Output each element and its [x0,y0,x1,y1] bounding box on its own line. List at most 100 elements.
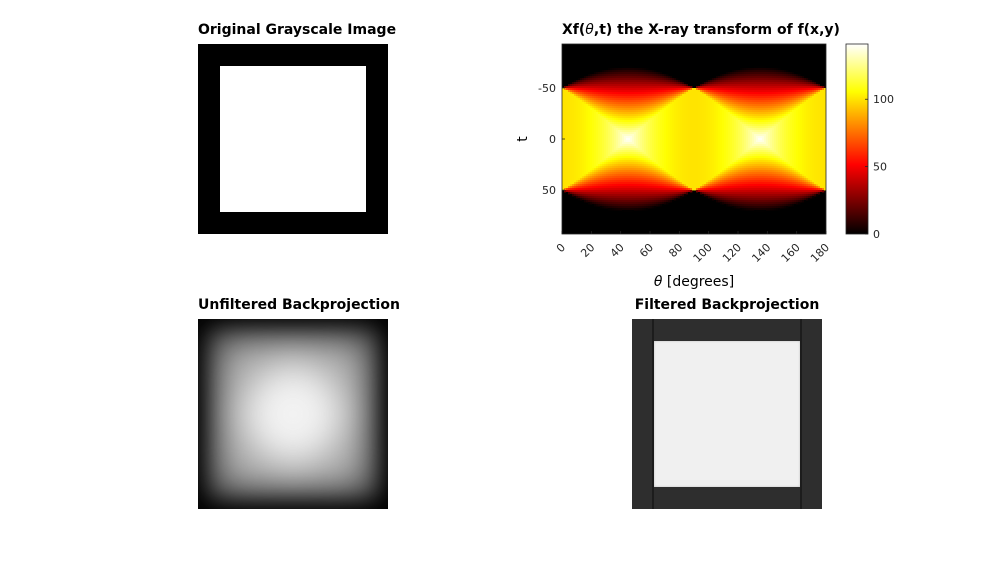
heatmap-cell [616,162,619,165]
heatmap-cell [604,186,607,189]
heatmap-cell [648,92,651,95]
heatmap-cell [604,158,607,161]
heatmap-cell [634,90,637,93]
heatmap-cell [662,150,665,153]
heatmap-cell [642,192,645,195]
heatmap-cell [688,98,691,101]
heatmap-cell [598,164,601,167]
heatmap-cell [620,90,623,93]
heatmap-cell [608,150,611,153]
heatmap-cell [652,190,655,193]
heatmap-cell [698,90,701,93]
heatmap-cell [576,90,579,93]
heatmap-cell [584,140,587,143]
heatmap-cell [670,106,673,109]
heatmap-cell [584,176,587,179]
heatmap-cell [716,126,719,129]
heatmap-cell [570,82,573,85]
heatmap-cell [668,192,671,195]
heatmap-cell [610,190,613,193]
heatmap-cell [696,120,699,123]
heatmap-cell [606,128,609,131]
heatmap-cell [690,164,693,167]
heatmap-cell [620,180,623,183]
heatmap-cell [698,106,701,109]
heatmap-cell [678,128,681,131]
heatmap-cell [712,196,715,199]
heatmap-cell [616,194,619,197]
heatmap-cell [626,130,629,133]
heatmap-cell [610,110,613,113]
heatmap-cell [650,194,653,197]
heatmap-cell [580,80,583,83]
heatmap-cell [636,184,639,187]
heatmap-cell [600,88,603,91]
heatmap-cell [688,106,691,109]
heatmap-cell [640,126,643,129]
heatmap-cell [620,188,623,191]
heatmap-cell [700,146,703,149]
heatmap-cell [620,146,623,149]
heatmap-cell [650,206,653,209]
heatmap-cell [710,82,713,85]
heatmap-cell [578,78,581,81]
heatmap-cell [606,100,609,103]
heatmap-cell [616,204,619,207]
heatmap-cell [652,160,655,163]
heatmap-cell [582,116,585,119]
heatmap-cell [616,140,619,143]
heatmap-cell [594,194,597,197]
heatmap-cell [618,150,621,153]
heatmap-cell [610,184,613,187]
heatmap-cell [576,130,579,133]
heatmap-cell [706,154,709,157]
heatmap-cell [618,204,621,207]
heatmap-cell [598,148,601,151]
heatmap-cell [716,140,719,143]
heatmap-cell [610,156,613,159]
heatmap-cell [704,124,707,127]
heatmap-cell [658,186,661,189]
heatmap-cell [614,100,617,103]
heatmap-cell [676,174,679,177]
heatmap-cell [646,112,649,115]
heatmap-cell [634,124,637,127]
heatmap-cell [670,104,673,107]
heatmap-cell [668,142,671,145]
heatmap-cell [640,158,643,161]
heatmap-cell [622,204,625,207]
heatmap-cell [696,176,699,179]
heatmap-cell [700,170,703,173]
original-image [198,44,388,234]
heatmap-cell [626,76,629,79]
heatmap-cell [572,132,575,135]
heatmap-cell [700,184,703,187]
heatmap-cell [696,186,699,189]
heatmap-cell [704,172,707,175]
heatmap-cell [564,100,567,103]
heatmap-cell [652,152,655,155]
heatmap-cell [582,110,585,113]
heatmap-cell [572,120,575,123]
heatmap-cell [632,124,635,127]
heatmap-cell [584,80,587,83]
heatmap-cell [614,152,617,155]
heatmap-cell [664,78,667,81]
heatmap-cell [590,144,593,147]
heatmap-cell [702,128,705,131]
heatmap-cell [622,80,625,83]
heatmap-cell [586,128,589,131]
heatmap-cell [690,106,693,109]
heatmap-cell [708,92,711,95]
heatmap-cell [674,158,677,161]
heatmap-cell [712,156,715,159]
heatmap-cell [680,82,683,85]
heatmap-cell [640,76,643,79]
heatmap-cell [686,94,689,97]
heatmap-cell [698,88,701,91]
heatmap-cell [618,180,621,183]
heatmap-cell [670,190,673,193]
heatmap-cell [666,112,669,115]
heatmap-cell [616,108,619,111]
heatmap-cell [580,106,583,109]
